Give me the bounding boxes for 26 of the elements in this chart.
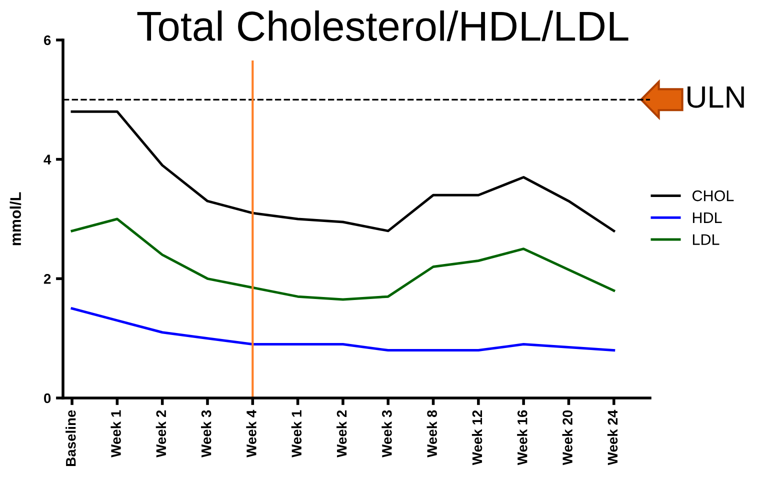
x-tick-label: Week 3 — [382, 410, 392, 458]
y-tick-label: 4 — [44, 154, 52, 164]
line-series — [70, 218, 616, 301]
y-tick-label: 2 — [44, 274, 51, 284]
x-tick-label: Week 1 — [291, 410, 302, 458]
x-tick-label: Week 2 — [336, 410, 347, 458]
x-tick-label: Week 12 — [472, 410, 482, 466]
x-tick-label: Week 2 — [156, 410, 166, 458]
x-tick-label: Week 24 — [607, 410, 618, 466]
x-tick-label: Week 16 — [517, 410, 528, 466]
legend-label: CHOL — [692, 190, 734, 202]
legend-label: LDL — [692, 234, 720, 245]
ref-line-label: ULN — [688, 86, 744, 108]
x-tick-label: Week 1 — [110, 410, 121, 458]
chart-title: Total Cholesterol/HDL/LDL — [137, 10, 628, 42]
x-tick-label: Week 4 — [246, 410, 256, 458]
x-tick-label: Week 20 — [562, 410, 572, 466]
x-tick-label: Baseline — [66, 410, 76, 466]
y-tick-label: 6 — [44, 35, 51, 46]
line-series — [70, 307, 616, 352]
line-series — [70, 110, 616, 232]
x-tick-label: Week 3 — [201, 410, 212, 458]
y-tick-label: 0 — [44, 393, 51, 404]
legend-label: HDL — [692, 212, 722, 223]
y-axis-title: mmol/L — [10, 192, 22, 246]
x-tick-label: Week 8 — [426, 410, 437, 458]
